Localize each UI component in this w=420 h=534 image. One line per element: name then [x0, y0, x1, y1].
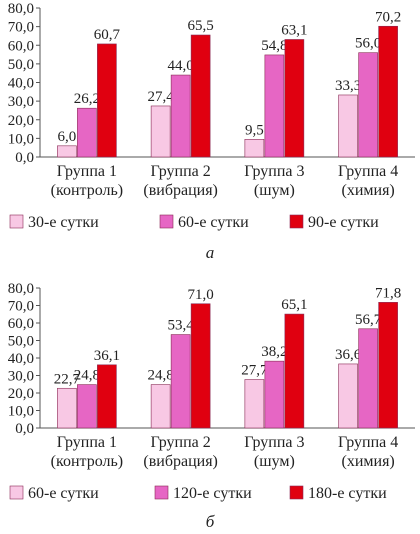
data-label: 9,5 [245, 122, 264, 138]
category-label: Группа 2 [150, 163, 210, 180]
data-label: 60,7 [94, 27, 121, 43]
y-tick-label: 10,0 [8, 131, 34, 147]
legend-entry: 30-е сутки [28, 214, 99, 231]
legend-entry: 90-е сутки [308, 214, 379, 231]
data-label: 24,8 [148, 368, 174, 384]
bar [170, 74, 191, 158]
category-label: Группа 4 [338, 163, 398, 180]
data-label: 26,2 [74, 91, 100, 107]
category-label: Группа 4 [338, 434, 398, 451]
panel-label: б [206, 512, 215, 531]
data-label: 36,1 [94, 348, 120, 364]
data-label: 65,1 [281, 297, 307, 313]
y-tick-label: 40,0 [8, 76, 34, 92]
data-label: 63,1 [281, 22, 307, 38]
bar [57, 387, 77, 429]
y-tick-label: 40,0 [8, 351, 34, 367]
bar [150, 105, 171, 158]
data-label: 71,8 [375, 285, 401, 301]
bar [170, 334, 191, 429]
category-label: Группа 1 [57, 163, 117, 180]
bar [264, 54, 285, 158]
bar [284, 39, 305, 158]
category-label: (химия) [341, 453, 394, 470]
category-label: Группа 3 [244, 163, 304, 180]
y-tick-label: 30,0 [8, 94, 34, 110]
legend-entry: 60-е сутки [178, 214, 249, 231]
category-label: (контроль) [51, 182, 123, 199]
y-tick-label: 50,0 [8, 57, 34, 73]
legend-swatch [289, 485, 304, 500]
data-label: 27,7 [241, 363, 268, 379]
y-tick-label: 80,0 [8, 281, 34, 297]
data-label: 70,2 [375, 9, 401, 25]
panel-label: а [206, 243, 215, 262]
bar [358, 52, 378, 158]
data-label: 71,0 [188, 287, 214, 303]
data-label: 24,8 [74, 368, 100, 384]
data-label: 27,4 [148, 89, 175, 105]
bar [264, 360, 285, 429]
chart-panel-2: 0,010,020,030,040,050,060,070,080,022,72… [8, 281, 415, 531]
data-label: 22,7 [54, 371, 81, 387]
category-label: (вибрация) [143, 453, 218, 470]
category-label: (шум) [254, 182, 295, 199]
legend-entry: 60-е сутки [28, 485, 99, 502]
y-tick-label: 20,0 [8, 386, 34, 402]
category-label: (шум) [254, 453, 295, 470]
data-label: 36,6 [335, 347, 362, 363]
data-label: 44,0 [168, 58, 194, 74]
y-tick-label: 80,0 [8, 1, 34, 17]
legend-entry: 120-е сутки [173, 485, 252, 502]
legend-swatch [289, 214, 304, 229]
category-label: Группа 3 [244, 434, 304, 451]
bar [338, 363, 358, 429]
bar [190, 303, 211, 429]
y-tick-label: 0,0 [15, 421, 34, 437]
bar [97, 364, 117, 429]
data-label: 53,4 [168, 318, 195, 334]
data-label: 56,0 [355, 36, 381, 52]
bar [284, 313, 305, 429]
data-label: 38,2 [261, 344, 287, 360]
y-tick-label: 70,0 [8, 299, 34, 315]
y-tick-label: 0,0 [15, 150, 34, 166]
category-label: (вибрация) [143, 182, 218, 199]
y-tick-label: 70,0 [8, 20, 34, 36]
legend-swatch [9, 214, 24, 229]
y-tick-label: 50,0 [8, 334, 34, 350]
bar [150, 384, 171, 429]
bar [57, 145, 77, 158]
chart-panel-1: 0,0 10,0 20,0 30,0 40,0 50,0 60,0 70,0 80,0 6,0 26… [8, 1, 415, 262]
y-tick-label: 20,0 [8, 113, 34, 129]
category-label: Группа 1 [57, 434, 117, 451]
data-label: 65,5 [188, 18, 214, 34]
y-tick-label: 30,0 [8, 369, 34, 385]
bar [358, 328, 378, 429]
bar [244, 139, 265, 158]
y-tick-label: 60,0 [8, 316, 34, 332]
y-tick-label: 10,0 [8, 404, 34, 420]
legend-swatch [159, 214, 174, 229]
category-label: (контроль) [51, 453, 123, 470]
bar [378, 25, 398, 158]
category-label: (химия) [341, 182, 394, 199]
bar [97, 43, 117, 158]
bar [338, 94, 358, 158]
legend-swatch [154, 485, 169, 500]
bar [77, 107, 97, 158]
data-label: 54,8 [261, 38, 287, 54]
data-label: 56,7 [355, 312, 382, 328]
bar [244, 379, 265, 429]
data-label: 6,0 [58, 129, 77, 145]
category-label: Группа 2 [150, 434, 210, 451]
legend-entry: 180-е сутки [308, 485, 387, 502]
bar [378, 302, 398, 429]
bar [190, 34, 211, 158]
data-label: 33,3 [335, 78, 361, 94]
bar [77, 384, 97, 429]
legend-swatch [9, 485, 24, 500]
y-tick-label: 60,0 [8, 38, 34, 54]
